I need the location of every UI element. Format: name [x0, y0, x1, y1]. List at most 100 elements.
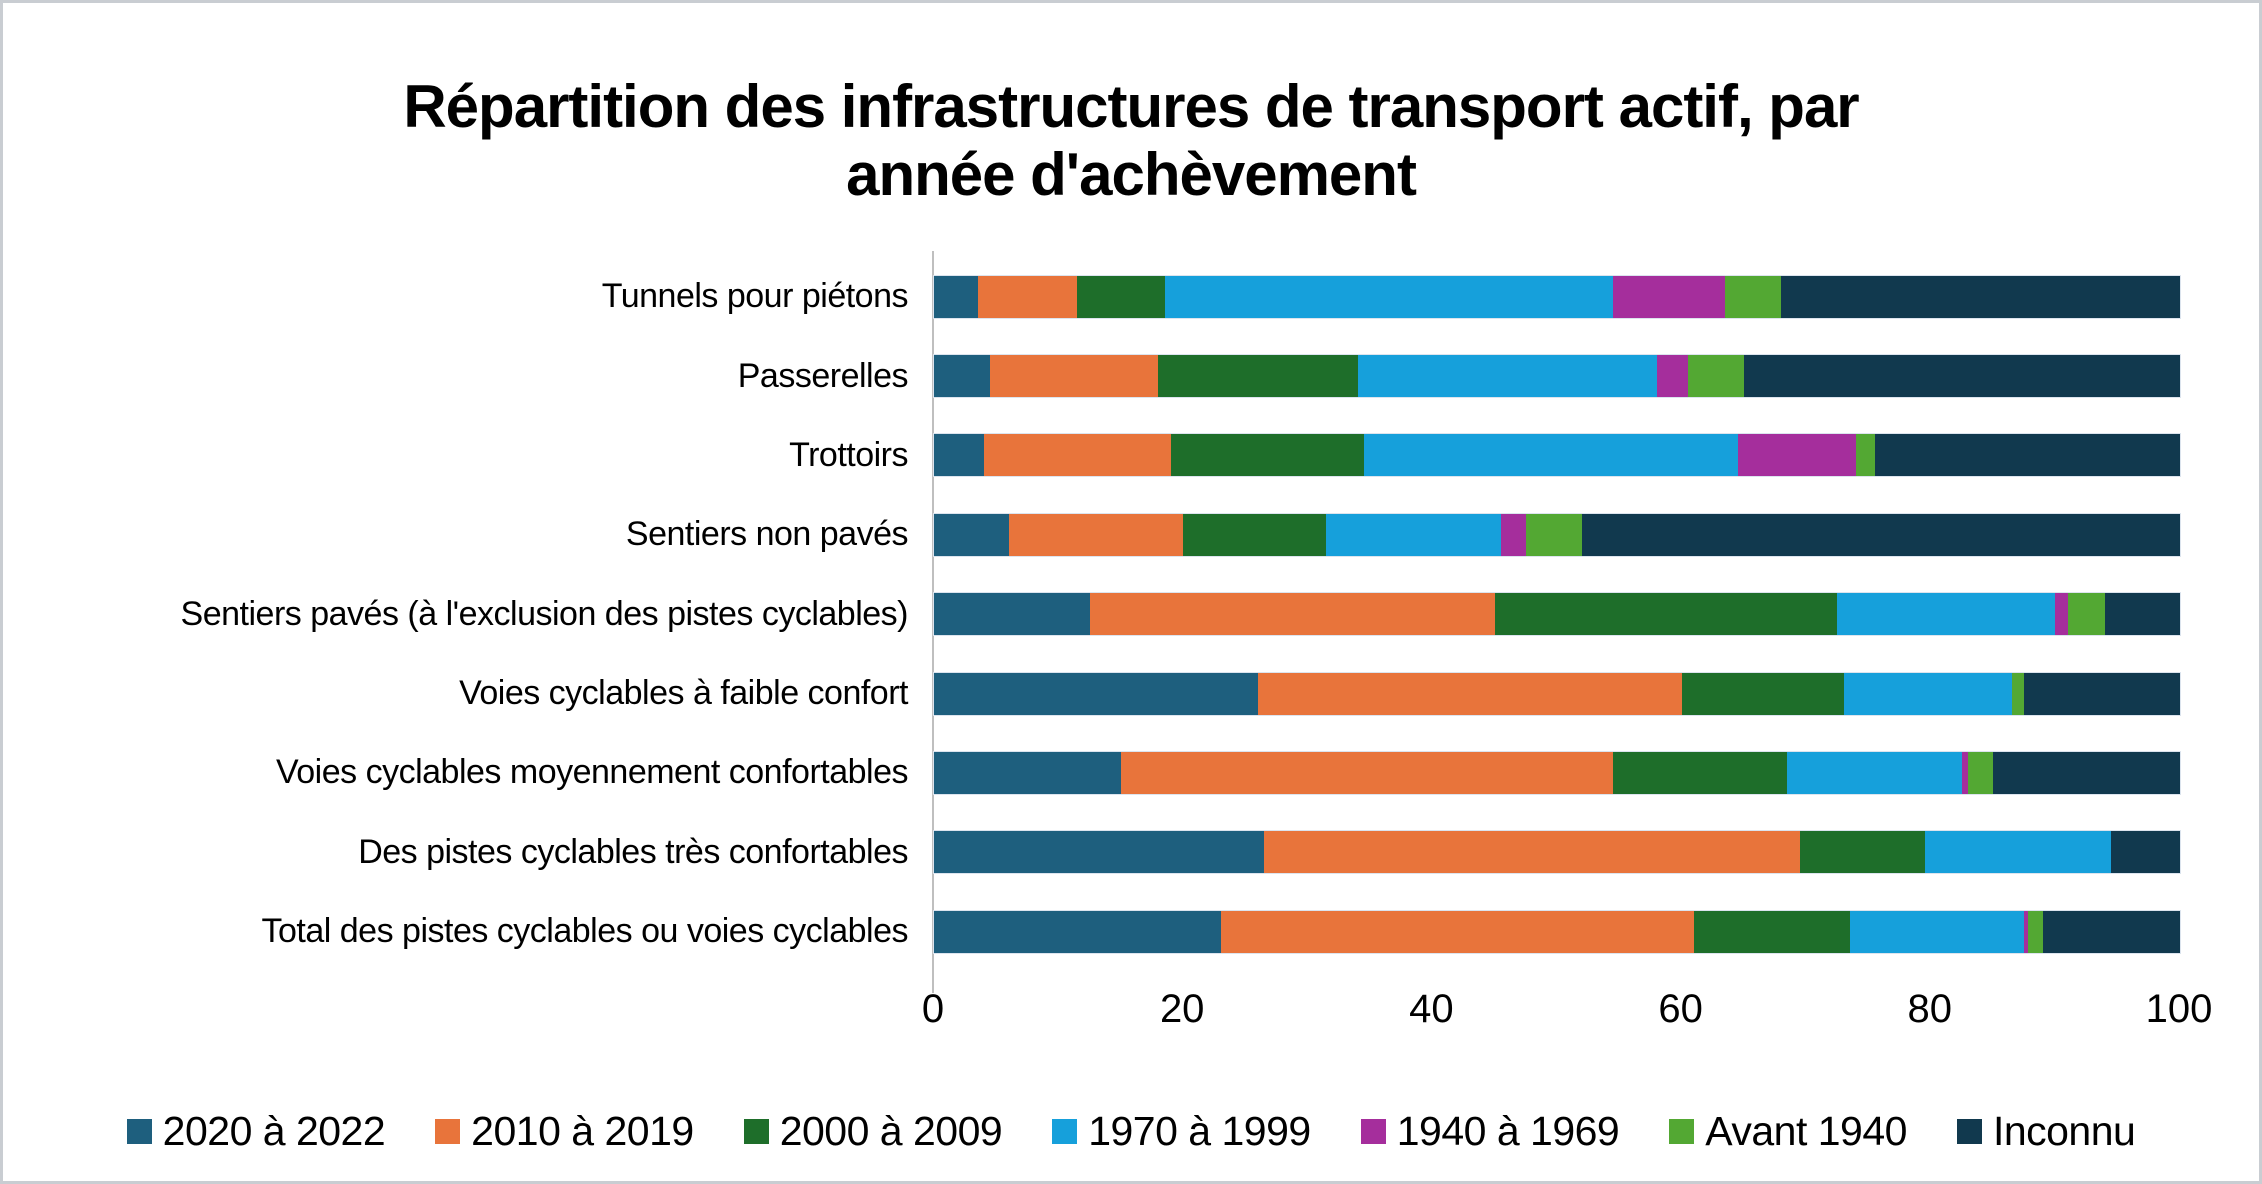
bar-segment-2020-à-2022 [934, 672, 1258, 715]
bar-row: Voies cyclables moyennement confortables [3, 733, 2259, 812]
bar-segment-avant-1940 [1856, 434, 1875, 477]
stacked-bar [933, 592, 2181, 637]
bar-segment-1970-à-1999 [1837, 593, 2056, 636]
chart-title: Répartition des infrastructures de trans… [251, 73, 2011, 209]
bar-segment-2010-à-2019 [1257, 672, 1682, 715]
legend-swatch-icon [1956, 1119, 1982, 1144]
bar-segment-2000-à-2009 [1681, 672, 1844, 715]
legend-swatch-icon [743, 1119, 769, 1144]
bar-segment-avant-1940 [2067, 593, 2106, 636]
category-label: Sentiers pavés (à l'exclusion des pistes… [180, 594, 909, 633]
bar-segment-2010-à-2019 [977, 275, 1078, 318]
stacked-bar [933, 830, 2181, 875]
category-label: Trottoirs [789, 435, 908, 474]
bar-segment-avant-1940 [1725, 275, 1782, 318]
legend-swatch-icon [1052, 1119, 1078, 1144]
category-label: Total des pistes cyclables ou voies cycl… [261, 912, 909, 951]
legend-item: Inconnu [1956, 1108, 2136, 1155]
category-label: Voies cyclables à faible confort [459, 674, 908, 713]
bar-segment-avant-1940 [1687, 355, 1744, 398]
legend-label: 1970 à 1999 [1088, 1108, 1311, 1154]
legend-swatch-icon [435, 1119, 461, 1144]
legend-item: 2000 à 2009 [743, 1108, 1003, 1155]
legend-label: Avant 1940 [1705, 1108, 1907, 1154]
bar-segment-inconnu [1581, 513, 2180, 556]
category-label: Des pistes cyclables très confortables [358, 832, 908, 871]
bar-segment-1940-à-1969 [1656, 355, 1688, 398]
legend-swatch-icon [1360, 1119, 1386, 1144]
bar-segment-1940-à-1969 [2055, 593, 2068, 636]
bar-segment-avant-1940 [2011, 672, 2025, 715]
bar-segment-2010-à-2019 [1008, 513, 1184, 556]
bar-segment-inconnu [2024, 672, 2180, 715]
bar-segment-2010-à-2019 [1089, 593, 1495, 636]
stacked-bar [933, 274, 2181, 319]
plot-area: Tunnels pour piétons Passerelles Trottoirs… [3, 3, 2259, 1181]
bar-segment-2010-à-2019 [1120, 751, 1614, 794]
legend-item: Avant 1940 [1669, 1108, 1907, 1155]
bar-segment-2010-à-2019 [983, 434, 1171, 477]
category-label: Voies cyclables moyennement confortables [275, 753, 909, 792]
bar-segment-1940-à-1969 [1500, 513, 1526, 556]
bar-row: Passerelles [3, 336, 2259, 415]
category-label: Tunnels pour piétons [601, 277, 909, 316]
bar-row: Total des pistes cyclables ou voies cycl… [3, 892, 2259, 971]
bar-segment-2020-à-2022 [934, 910, 1221, 953]
bar-segment-avant-1940 [1968, 751, 1994, 794]
chart-title-line-1: Répartition des infrastructures de trans… [403, 73, 1859, 141]
bar-row: Des pistes cyclables très confortables [3, 813, 2259, 892]
x-axis-tick-label: 100 [2145, 987, 2213, 1031]
bar-segment-avant-1940 [1525, 513, 1582, 556]
x-axis-tick-label: 60 [1658, 987, 1703, 1031]
bar-segment-1970-à-1999 [1843, 672, 2012, 715]
category-label: Sentiers non pavés [625, 515, 909, 554]
bar-segment-1970-à-1999 [1164, 275, 1614, 318]
stacked-bar [933, 671, 2181, 716]
bar-row: Sentiers non pavés [3, 495, 2259, 574]
bar-segment-1970-à-1999 [1357, 355, 1657, 398]
bar-segment-2020-à-2022 [934, 434, 984, 477]
legend: 2020 à 2022 2010 à 2019 2000 à 2009 1970 à … [3, 1108, 2259, 1155]
bar-segment-2020-à-2022 [934, 751, 1121, 794]
y-axis-line [932, 251, 934, 993]
legend-swatch-icon [126, 1119, 152, 1144]
bar-segment-1940-à-1969 [1961, 751, 1969, 794]
legend-item: 1940 à 1969 [1360, 1108, 1620, 1155]
bar-row: Trottoirs [3, 416, 2259, 495]
bar-segment-2000-à-2009 [1494, 593, 1838, 636]
bar-row: Tunnels pour piétons [3, 257, 2259, 336]
x-axis-tick-label: 80 [1907, 987, 1953, 1031]
x-axis-tick-label: 20 [1159, 987, 1205, 1031]
bar-segment-2000-à-2009 [1077, 275, 1165, 318]
stacked-bar [933, 433, 2181, 478]
stacked-bar [933, 909, 2181, 954]
bar-segment-inconnu [2111, 831, 2180, 874]
legend-swatch-icon [1669, 1119, 1695, 1144]
legend-label: 2010 à 2019 [471, 1108, 694, 1154]
legend-label: 2000 à 2009 [779, 1108, 1003, 1154]
x-axis-tick-label: 40 [1409, 987, 1454, 1031]
bar-segment-2000-à-2009 [1799, 831, 1925, 874]
bar-segment-1970-à-1999 [1849, 910, 2025, 953]
bar-segment-2020-à-2022 [934, 593, 1090, 636]
bar-segment-2010-à-2019 [1220, 910, 1695, 953]
bar-segment-2000-à-2009 [1158, 355, 1358, 398]
bar-segment-2000-à-2009 [1170, 434, 1364, 477]
legend-label: 2020 à 2022 [162, 1108, 386, 1154]
legend-label: Inconnu [1992, 1108, 2136, 1154]
bar-segment-1940-à-1969 [1737, 434, 1856, 477]
stacked-bar [933, 512, 2181, 557]
bar-segment-2000-à-2009 [1183, 513, 1327, 556]
bar-segment-inconnu [1743, 355, 2180, 398]
x-axis-tick-label: 0 [921, 987, 945, 1031]
bar-segment-1940-à-1969 [1613, 275, 1726, 318]
bar-segment-inconnu [1874, 434, 2180, 477]
legend-item: 1970 à 1999 [1052, 1108, 1311, 1155]
chart-title-line-2: année d'achèvement [846, 140, 1417, 208]
legend-label: 1940 à 1969 [1396, 1108, 1620, 1154]
category-label: Passerelles [737, 356, 909, 395]
bar-segment-1970-à-1999 [1787, 751, 1962, 794]
stacked-bar [933, 750, 2181, 795]
bar-segment-2000-à-2009 [1613, 751, 1788, 794]
